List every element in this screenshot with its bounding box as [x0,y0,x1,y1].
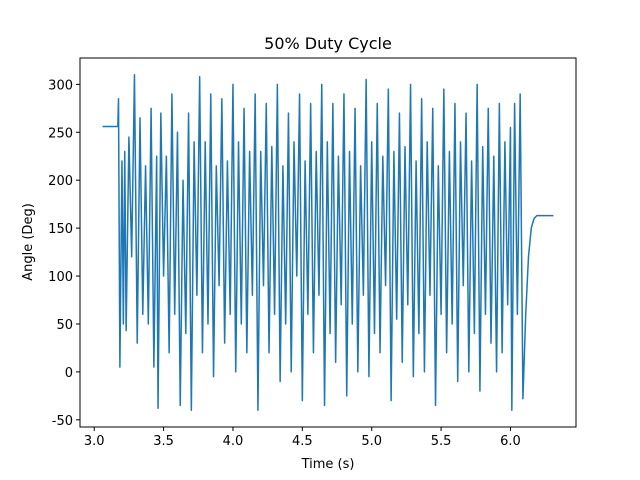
x-tick-label: 6.0 [500,434,521,449]
y-tick-label: 150 [48,222,73,237]
x-tick-label: 3.5 [153,434,174,449]
x-tick-label: 5.5 [431,434,452,449]
x-tick-label: 5.0 [361,434,382,449]
plot-frame [79,57,577,428]
y-axis-label: Angle (Deg) [21,203,36,281]
x-tick-label: 4.5 [292,434,313,449]
chart-title: 50% Duty Cycle [264,34,392,53]
y-tick-label: 100 [48,270,73,285]
y-tick-label: 200 [48,174,73,189]
x-tick-label: 3.0 [84,434,105,449]
x-axis-label: Time (s) [301,457,355,472]
data-line [102,74,554,411]
y-tick-label: 50 [56,318,73,333]
y-tick-label: 300 [48,78,73,93]
y-tick-label: 250 [48,126,73,141]
y-tick-label: 0 [65,366,73,381]
y-tick-label: -50 [52,414,73,429]
x-tick-label: 4.0 [223,434,244,449]
